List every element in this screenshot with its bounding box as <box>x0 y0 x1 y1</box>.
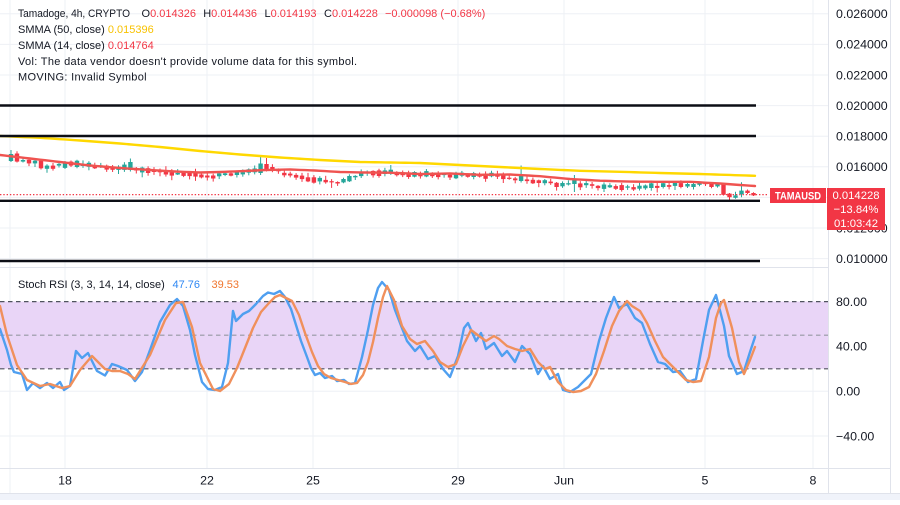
svg-text:25: 25 <box>306 474 320 488</box>
svg-text:TAMAUSD: TAMAUSD <box>775 191 821 203</box>
svg-text:Stoch RSI (3, 3, 14, 14, close: Stoch RSI (3, 3, 14, 14, close) 47.76 39.5… <box>18 279 239 291</box>
svg-text:5: 5 <box>702 474 709 488</box>
svg-text:Vol: The data vendor doesn't p: Vol: The data vendor doesn't provide vol… <box>18 56 357 68</box>
svg-text:Jun: Jun <box>554 474 574 488</box>
svg-text:0.022000: 0.022000 <box>836 68 888 82</box>
svg-text:40.00: 40.00 <box>836 340 867 354</box>
svg-text:−13.84%: −13.84% <box>834 204 879 216</box>
svg-text:−40.00: −40.00 <box>836 429 874 443</box>
svg-text:80.00: 80.00 <box>836 295 867 309</box>
svg-text:SMMA (14, close) 0.014764: SMMA (14, close) 0.014764 <box>18 40 154 52</box>
svg-text:MOVING: Invalid Symbol: MOVING: Invalid Symbol <box>18 72 147 84</box>
svg-text:0.020000: 0.020000 <box>836 99 888 113</box>
svg-text:29: 29 <box>451 474 465 488</box>
svg-text:0.010000: 0.010000 <box>836 252 888 266</box>
svg-text:18: 18 <box>58 474 72 488</box>
svg-text:0.00: 0.00 <box>836 385 860 399</box>
svg-text:SMMA (50, close) 0.015396: SMMA (50, close) 0.015396 <box>18 24 154 36</box>
svg-text:01:03:42: 01:03:42 <box>834 218 878 230</box>
svg-text:0.026000: 0.026000 <box>836 7 888 21</box>
svg-text:22: 22 <box>200 474 214 488</box>
svg-text:0.014228: 0.014228 <box>832 190 879 202</box>
svg-text:0.016000: 0.016000 <box>836 160 888 174</box>
svg-text:8: 8 <box>810 474 817 488</box>
svg-text:0.018000: 0.018000 <box>836 130 888 144</box>
svg-text:0.024000: 0.024000 <box>836 38 888 52</box>
